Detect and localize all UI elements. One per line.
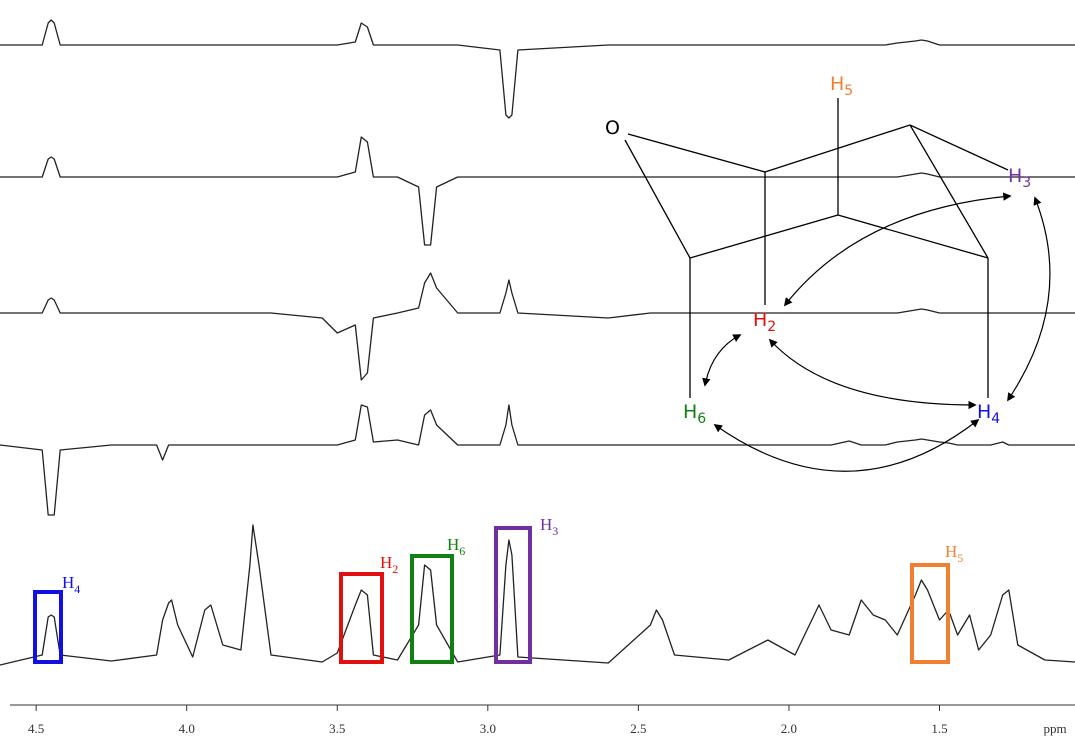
atom-sub: 3 [1022,175,1031,191]
bond [627,133,766,173]
spectrum-trace [0,136,1075,246]
x-axis: ppm 4.5 4.0 3.5 3.0 2.5 2.0 1.5 [10,704,1075,736]
x-tick-label: 4.5 [28,721,44,736]
x-tick-label: 2.5 [630,721,646,736]
bond [909,124,989,259]
box-h2 [339,572,384,664]
atom-label: H5 [830,73,853,99]
label-text: H [62,573,74,592]
atom-text: H [683,401,697,423]
noe-arrow [1007,196,1051,402]
box-h5 [910,563,950,664]
noe-arrow [768,338,977,410]
x-axis-label: ppm [1043,721,1066,736]
box-h6 [410,554,454,664]
spectra [0,19,1075,666]
label-sub: 2 [392,562,398,576]
peak-label: H6 [447,535,465,558]
spectrum-trace [0,272,1075,381]
label-sub: 4 [74,582,80,596]
atom-text: H [1008,165,1022,187]
bond [624,139,691,259]
box-h4 [33,590,63,664]
atom-text: H [753,309,767,331]
atom-sub: 5 [844,83,853,99]
x-tick-label: 4.0 [179,721,195,736]
atom-text: H [830,73,844,95]
noe-arrow [702,334,742,387]
atom-text: H [977,401,991,423]
label-text: H [447,535,459,554]
peak-labels: H4 H2 H6 H3 H5 [62,515,963,596]
spectrum-trace [0,524,1075,666]
atom-label: H6 [683,401,706,427]
peak-boxes [33,526,950,664]
label-sub: 3 [552,524,558,538]
spectrum-trace [0,404,1075,516]
structure: O H5 H3 H2 H6 H4 [605,73,1051,472]
peak-label: H2 [380,553,398,576]
x-tick-label: 2.0 [781,721,797,736]
x-tick-label: 3.0 [480,721,496,736]
peak-label: H4 [62,573,80,596]
spectrum-trace [0,19,1075,119]
label-text: H [540,515,552,534]
atom-label: O [605,117,620,139]
peak-label: H3 [540,515,558,538]
bond [909,124,1009,171]
atom-sub: 2 [767,319,776,335]
atom-label: H4 [977,401,1000,427]
atom-sub: 6 [697,411,706,427]
x-tick-label: 3.5 [329,721,345,736]
x-tick-label: 1.5 [931,721,947,736]
bond [689,214,839,259]
label-sub: 5 [957,551,963,565]
label-text: H [380,553,392,572]
atom-sub: 4 [991,411,1000,427]
bond [837,214,989,259]
label-text: H [945,542,957,561]
atom-label: H2 [753,309,776,335]
box-h3 [494,526,532,664]
noe-arrow [713,418,980,472]
noe-arrow [783,192,1012,307]
peak-label: H5 [945,542,963,565]
label-sub: 6 [459,544,465,558]
atom-label: H3 [1008,165,1031,191]
